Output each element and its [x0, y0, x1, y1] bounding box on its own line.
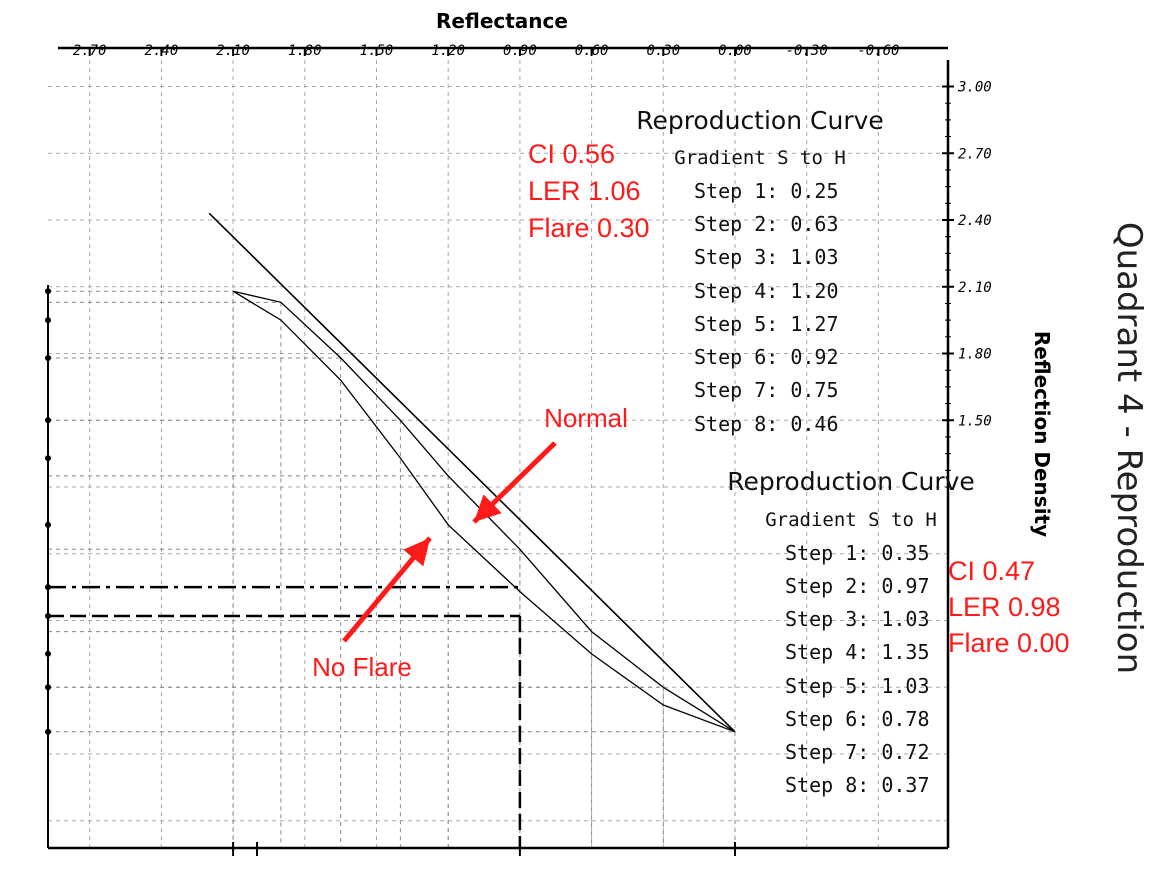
left-axis-marker	[45, 455, 51, 462]
x-tick-label: 1.80	[288, 43, 322, 59]
normal-step-1: Step 1: 0.25	[694, 179, 839, 203]
x-tick-label: 2.10	[216, 43, 250, 59]
noflare-panel-title: Reproduction Curve	[727, 467, 975, 496]
series-line-reference	[208, 212, 736, 733]
no-flare-arrow-head	[403, 538, 430, 567]
no-flare-arrow	[342, 536, 432, 643]
tick-layer: 2.70 2.40 2.10 1.80 1.50 1.20 0.90 0.60 0.30 0.00…	[45, 43, 992, 856]
y-tick-label: 2.10	[958, 280, 992, 296]
y-tick-label: 2.40	[958, 213, 992, 229]
chart-title: Quadrant 4 - Reproduction	[1109, 222, 1149, 674]
x-axis-title: Reflectance	[436, 9, 568, 33]
noflare-step-3: Step 3: 1.03	[785, 607, 930, 631]
normal-step-2: Step 2: 0.63	[694, 212, 839, 236]
noflare-flare: Flare 0.00	[948, 628, 1070, 658]
left-axis-marker	[45, 728, 51, 735]
noflare-step-6: Step 6: 0.78	[785, 707, 930, 731]
left-axis-marker	[45, 584, 51, 591]
x-tick-label: 2.40	[145, 43, 179, 59]
y-tick-label: 3.00	[957, 80, 992, 96]
left-axis-marker	[45, 354, 51, 361]
y-tick-label: 1.80	[958, 347, 992, 363]
y-tick-label: 1.50	[958, 413, 992, 429]
noflare-ci: CI 0.47	[948, 556, 1035, 586]
arrow-layer	[342, 441, 557, 643]
x-tick-label: -0.30	[786, 43, 828, 59]
normal-step-6: Step 6: 0.92	[694, 345, 839, 369]
left-axis-marker	[45, 317, 51, 324]
x-tick-label: 0.30	[646, 43, 680, 59]
x-tick-label: -0.60	[857, 43, 899, 59]
x-tick-label: 0.00	[718, 43, 752, 59]
series-line-no-flare	[232, 290, 736, 733]
left-axis-marker	[45, 288, 51, 295]
left-axis-marker	[45, 521, 51, 528]
normal-ci: CI 0.56	[528, 139, 615, 169]
noflare-ler: LER 0.98	[948, 592, 1061, 622]
normal-step-8: Step 8: 0.46	[694, 412, 839, 436]
noflare-step-2: Step 2: 0.97	[785, 574, 930, 598]
noflare-step-5: Step 5: 1.03	[785, 674, 930, 698]
noflare-step-7: Step 7: 0.72	[785, 740, 930, 764]
left-axis-marker	[45, 613, 51, 620]
normal-arrow-head	[474, 494, 502, 522]
noflare-reproduction-panel: Reproduction Curve Gradient S to H Step …	[727, 467, 1069, 797]
x-tick-label: 2.70	[73, 43, 107, 59]
left-axis-marker	[45, 684, 51, 691]
guide-layer	[48, 585, 522, 848]
y-tick-label: 2.70	[958, 146, 992, 162]
normal-ler: LER 1.06	[528, 176, 641, 206]
noflare-step-8: Step 8: 0.37	[785, 773, 930, 797]
x-tick-label: 1.50	[360, 43, 394, 59]
series-line-normal	[232, 290, 736, 733]
normal-panel-title: Reproduction Curve	[636, 106, 884, 135]
no-flare-label: No Flare	[312, 652, 412, 682]
normal-arrow	[472, 441, 557, 524]
normal-step-4: Step 4: 1.20	[694, 279, 839, 303]
normal-flare: Flare 0.30	[528, 213, 650, 243]
noflare-step-4: Step 4: 1.35	[785, 640, 930, 664]
grid-layer	[48, 60, 948, 848]
normal-step-3: Step 3: 1.03	[694, 245, 839, 269]
normal-reproduction-panel: Reproduction Curve Gradient S to H Step …	[528, 106, 884, 436]
x-tick-label: 0.90	[503, 43, 537, 59]
normal-label: Normal	[544, 403, 628, 433]
series-layer	[208, 212, 736, 733]
normal-step-5: Step 5: 1.27	[694, 312, 839, 336]
x-tick-label: 1.20	[431, 43, 465, 59]
normal-step-7: Step 7: 0.75	[694, 378, 839, 402]
x-tick-label: 0.60	[575, 43, 609, 59]
normal-panel-subtitle: Gradient S to H	[674, 147, 846, 169]
left-axis-marker	[45, 417, 51, 424]
y-axis-title: Reflection Density	[1030, 331, 1054, 537]
noflare-panel-subtitle: Gradient S to H	[765, 509, 937, 531]
noflare-step-1: Step 1: 0.35	[785, 541, 930, 565]
left-axis-marker	[45, 650, 51, 657]
